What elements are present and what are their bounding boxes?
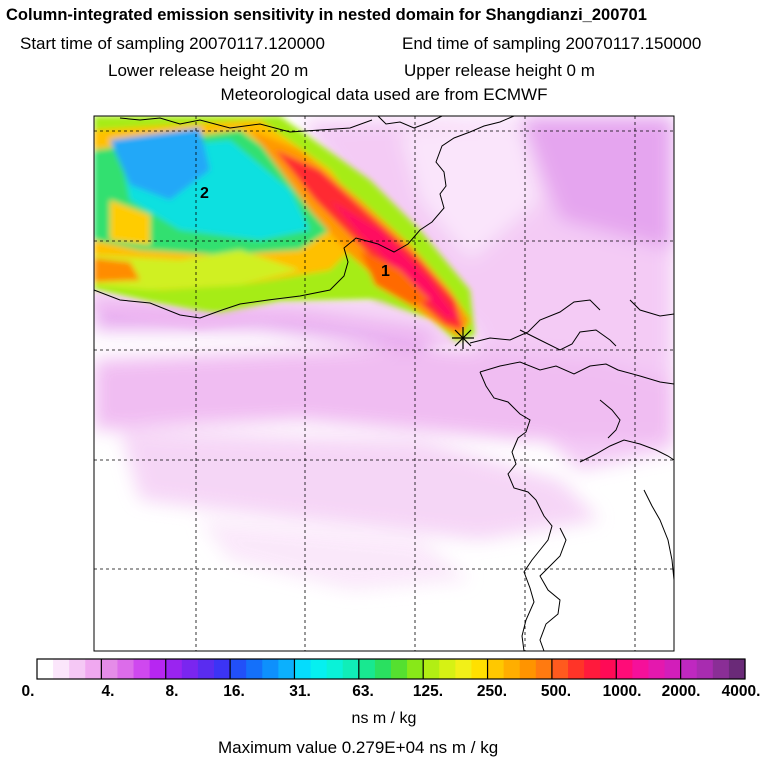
colorbar-cell: [358, 659, 376, 679]
colorbar-cell: [519, 659, 537, 679]
colorbar-tick-label: 250.: [476, 683, 508, 700]
colorbar-cell: [278, 659, 296, 679]
colorbar-tick-label: 31.: [289, 683, 311, 700]
colorbar-cell: [407, 659, 424, 679]
map-label-1: 1: [381, 263, 390, 280]
colorbar-cell: [696, 659, 714, 679]
colorbar-cell: [568, 659, 585, 679]
colorbar-tick-label: 125.: [412, 683, 444, 700]
colorbar-tick-label: 4000.: [721, 683, 761, 700]
colorbar-cell: [632, 659, 650, 679]
colorbar-cell: [664, 659, 682, 679]
colorbar-tick-label: 500.: [540, 683, 572, 700]
colorbar-cell: [616, 659, 633, 679]
colorbar-tick-label: 4.: [101, 683, 115, 700]
colorbar-dividers: [100, 659, 682, 679]
colorbar-cell: [310, 659, 328, 679]
colorbar-cell: [471, 659, 489, 679]
star-icon: [452, 327, 474, 349]
colorbar-cell: [551, 659, 569, 679]
colorbar-cell: [214, 659, 231, 679]
colorbar-cell: [85, 659, 102, 679]
graticule: [94, 116, 674, 651]
colorbar-cell: [133, 659, 151, 679]
colorbar-cell: [391, 659, 408, 679]
colorbar-cell: [600, 659, 617, 679]
colorbar-cell: [535, 659, 553, 679]
colorbar-tick-label: 2000.: [661, 683, 701, 700]
colorbar-cell: [197, 659, 215, 679]
upper-release-label: Upper release height 0 m: [404, 61, 595, 80]
colorbar-cell: [439, 659, 456, 679]
colorbar-cell: [230, 659, 247, 679]
colorbar-cell: [181, 659, 199, 679]
colorbar-units: ns m / kg: [351, 710, 417, 727]
colorbar-cell: [53, 659, 70, 679]
colorbar-tick-label: 16.: [223, 683, 245, 700]
colorbar-tick-label: 8.: [165, 683, 179, 700]
sensitivity-field: [94, 116, 674, 590]
colorbar-cell: [712, 659, 730, 679]
colorbar-cell: [117, 659, 135, 679]
colorbar-cell: [503, 659, 521, 679]
met-data-label: Meteorological data used are from ECMWF: [220, 85, 548, 104]
colorbar-cell: [487, 659, 505, 679]
start-time-label: Start time of sampling 20070117.120000: [20, 34, 325, 53]
colorbar-cell: [680, 659, 698, 679]
colorbar-cell: [326, 659, 344, 679]
colorbar-cell: [149, 659, 167, 679]
colorbar-cell: [246, 659, 263, 679]
end-time-label: End time of sampling 20070117.150000: [402, 34, 702, 53]
plot-title: Column-integrated emission sensitivity i…: [6, 6, 647, 24]
colorbar-cell: [165, 659, 183, 679]
colorbar-tick-label: 0.: [21, 683, 35, 700]
maximum-value-label: Maximum value 0.279E+04 ns m / kg: [218, 738, 499, 757]
colorbar-tick-label: 1000.: [602, 683, 642, 700]
colorbar-cell: [648, 659, 666, 679]
colorbar-frame: [36, 658, 746, 680]
colorbar-cell: [69, 659, 86, 679]
map-label-2: 2: [200, 185, 209, 202]
colorbar-cell: [455, 659, 473, 679]
lower-release-label: Lower release height 20 m: [108, 61, 309, 80]
colorbar-cell: [37, 659, 54, 679]
map-frame: [93, 115, 675, 652]
colorbar-cell: [374, 659, 392, 679]
colorbar-cell: [262, 659, 279, 679]
colorbar-cell: [342, 659, 360, 679]
colorbar-cell: [728, 659, 746, 679]
colorbar-cells: [37, 659, 746, 679]
colorbar-cell: [584, 659, 601, 679]
colorbar-cell: [423, 659, 440, 679]
coastline: [93, 115, 675, 652]
colorbar-cell: [101, 659, 119, 679]
colorbar-tick-label: 63.: [352, 683, 374, 700]
colorbar-cell: [294, 659, 312, 679]
